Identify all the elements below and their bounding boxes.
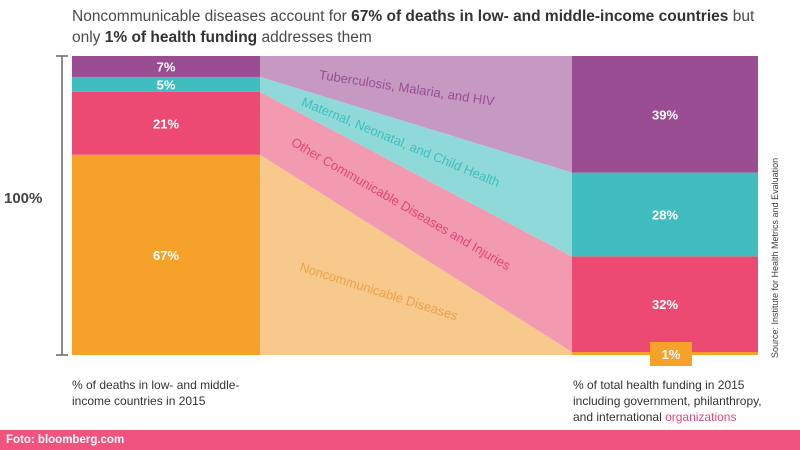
- flow-band-maternal: [260, 76, 572, 257]
- flow-band-other: [260, 91, 572, 353]
- right-value-callout-box: [650, 342, 692, 366]
- left-value-label-other: 21%: [153, 116, 179, 131]
- flow-bands: [260, 56, 572, 355]
- flow-band-tb: [260, 56, 572, 173]
- right-bar-segment-maternal: [572, 172, 758, 257]
- y-bracket: 100%: [4, 55, 68, 356]
- value-labels: 67% 1% 21% 32% 5% 28% 7% 39%: [153, 59, 692, 366]
- source-note: Source: Institute for Health Metrics and…: [770, 158, 780, 358]
- left-value-label-tb: 7%: [157, 59, 176, 74]
- left-bar-caption: % of deaths in low- and middle-income co…: [72, 378, 240, 408]
- title-part-1: Noncommunicable diseases account for: [72, 8, 352, 25]
- left-bar-segment-other: [72, 91, 260, 155]
- right-caption-main: % of total health funding in 2015 includ…: [573, 378, 762, 424]
- right-bar-caption: % of total health funding in 2015 includ…: [573, 377, 778, 425]
- right-value-label-other: 32%: [652, 297, 678, 312]
- right-value-label-maternal: 28%: [652, 207, 678, 222]
- flow-band-ncd: [260, 154, 572, 355]
- y-axis-label: 100%: [4, 190, 42, 207]
- title-part-3: addresses them: [257, 29, 372, 46]
- right-caption-tail: organizations: [665, 410, 737, 424]
- stacked-bars: [72, 56, 758, 355]
- right-bar-segment-tb: [572, 56, 758, 173]
- right-value-label-tb: 39%: [652, 107, 678, 122]
- photo-credit-footer: Foto: bloomberg.com: [0, 430, 800, 450]
- title-part-2: but only: [72, 8, 755, 46]
- left-bar-segment-tb: [72, 56, 260, 77]
- title-bold-2: 1% of health funding: [104, 29, 258, 46]
- left-bar-segment-ncd: [72, 154, 260, 355]
- left-value-label-maternal: 5%: [157, 77, 176, 92]
- right-value-label-ncd: 1%: [662, 347, 681, 362]
- chart-title: Noncommunicable diseases account for 67%…: [72, 6, 772, 48]
- right-bar-segment-other: [572, 256, 758, 353]
- left-value-label-ncd: 67%: [153, 248, 179, 263]
- title-bold-1: 67% of deaths in low- and middle-income …: [351, 8, 729, 25]
- left-bar-segment-maternal: [72, 76, 260, 92]
